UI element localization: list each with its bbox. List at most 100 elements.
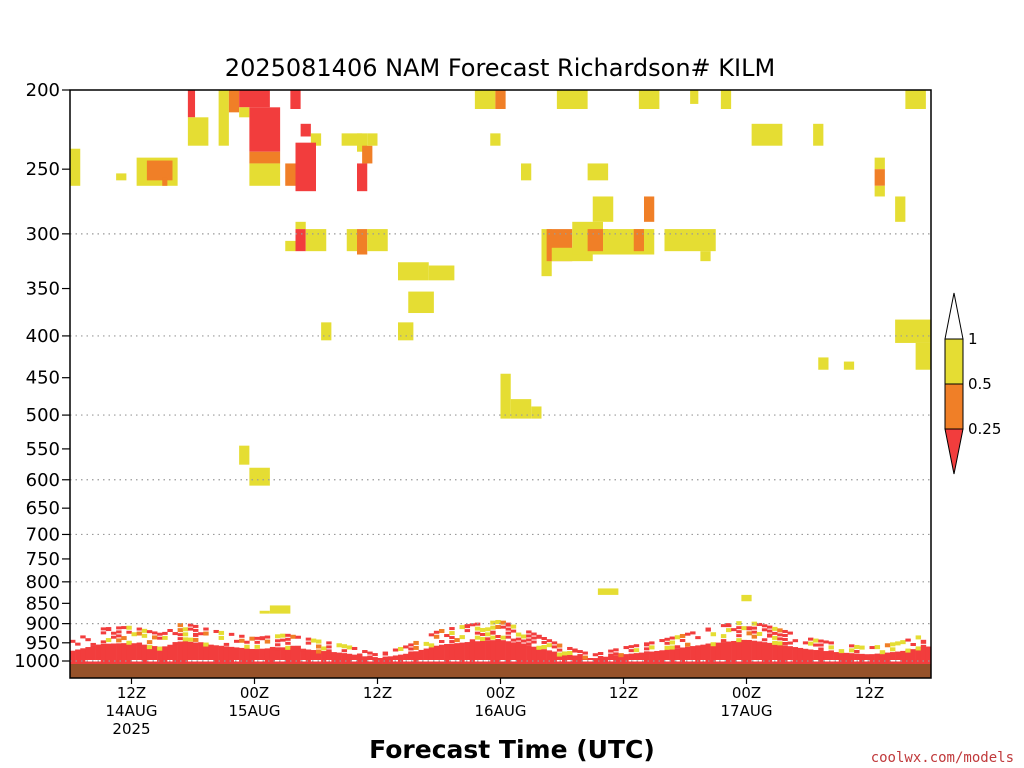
ri-cell	[398, 322, 414, 341]
bl-cell	[218, 635, 225, 640]
bl-cell	[526, 638, 532, 642]
bl-streak	[275, 660, 281, 662]
bl-cell	[900, 640, 906, 645]
bl-cell	[618, 653, 624, 658]
bl-cell	[408, 647, 414, 651]
chart-title: 2025081406 NAM Forecast Richardson# KILM	[225, 54, 775, 82]
bl-cell	[700, 644, 706, 664]
bl-cell	[285, 633, 291, 637]
bl-cell	[920, 647, 927, 664]
x-tick-label: 12Z	[855, 684, 884, 702]
ri-cell	[249, 467, 270, 486]
bl-cell	[556, 652, 563, 657]
bl-cell	[664, 637, 670, 641]
bl-streak	[890, 660, 896, 662]
bl-streak	[146, 660, 153, 662]
bl-streak	[433, 660, 440, 662]
ri-cell	[843, 361, 855, 370]
bl-cell	[423, 641, 430, 646]
bl-cell	[254, 640, 260, 644]
bl-cell	[859, 645, 865, 650]
bl-cell	[464, 629, 471, 633]
bl-cell	[433, 634, 440, 639]
ri-cell	[751, 123, 783, 146]
bl-cell	[167, 644, 173, 664]
bl-cell	[362, 650, 368, 654]
bl-cell	[659, 650, 665, 664]
bl-cell	[500, 640, 506, 664]
bl-cell	[536, 647, 542, 664]
ri-cell	[310, 133, 322, 146]
bl-cell	[490, 640, 496, 664]
bl-cell	[70, 650, 76, 664]
bl-streak	[208, 660, 214, 662]
bl-cell	[75, 642, 81, 646]
bl-cell	[439, 639, 445, 643]
bl-cell	[582, 651, 588, 655]
ri-cell	[603, 229, 655, 255]
bl-cell	[521, 634, 527, 639]
bl-streak	[823, 660, 829, 662]
ri-cell	[521, 163, 532, 181]
y-tick-label: 1000	[14, 651, 60, 672]
x-tick-label: 2025	[112, 720, 150, 738]
bl-cell	[756, 641, 763, 664]
bl-cell	[603, 656, 609, 664]
bl-cell	[290, 634, 296, 639]
bl-cell	[316, 639, 322, 644]
bl-cell	[915, 648, 922, 664]
y-tick-label: 400	[26, 326, 60, 347]
bl-cell	[674, 648, 681, 664]
ri-cell	[367, 229, 388, 252]
ri-cell	[510, 399, 532, 419]
ri-cell	[259, 610, 270, 614]
bl-cell	[295, 648, 301, 664]
bl-cell	[372, 653, 378, 657]
bl-cell	[321, 646, 327, 651]
ri-cell	[357, 163, 368, 192]
bl-cell	[767, 633, 773, 638]
pressure-gridlines	[70, 233, 931, 662]
bl-cell	[633, 648, 640, 653]
bl-streak	[567, 660, 573, 662]
bl-cell	[828, 641, 834, 645]
bl-streak	[833, 660, 840, 662]
bl-cell	[669, 640, 676, 645]
bl-cell	[500, 620, 506, 625]
bl-cell	[300, 648, 307, 652]
bl-cell	[182, 637, 189, 642]
bl-cell	[679, 633, 686, 638]
bl-cell	[556, 643, 563, 648]
ri-cell	[895, 196, 906, 222]
bl-streak	[510, 660, 517, 662]
bl-cell	[203, 642, 209, 647]
bl-cell	[685, 646, 691, 664]
bl-cell	[126, 625, 132, 630]
colorbar-label: 0.25	[968, 420, 1001, 438]
ground-band	[70, 664, 931, 678]
bl-cell	[751, 630, 758, 634]
y-tick-label: 700	[26, 524, 60, 545]
bl-cell	[777, 644, 783, 664]
bl-streak	[454, 660, 460, 662]
ri-cell	[495, 90, 506, 109]
bl-cell	[90, 645, 96, 664]
bl-cell	[597, 656, 604, 660]
bl-cell	[823, 640, 829, 644]
bl-cell	[515, 637, 522, 641]
bl-cell	[449, 643, 455, 664]
bl-cell	[480, 627, 486, 632]
bl-streak	[638, 660, 645, 662]
bl-cell	[772, 626, 778, 631]
bl-cell	[859, 653, 865, 664]
bl-cell	[413, 640, 419, 645]
ri-cell	[474, 90, 496, 109]
bl-cell	[403, 645, 409, 649]
bl-cell	[669, 648, 676, 664]
bl-cell	[490, 620, 496, 625]
bl-cell	[80, 648, 86, 664]
colorbar-lower-triangle	[944, 428, 964, 475]
bl-cell	[382, 651, 389, 656]
ri-cell	[239, 445, 250, 465]
bl-cell	[218, 645, 225, 664]
